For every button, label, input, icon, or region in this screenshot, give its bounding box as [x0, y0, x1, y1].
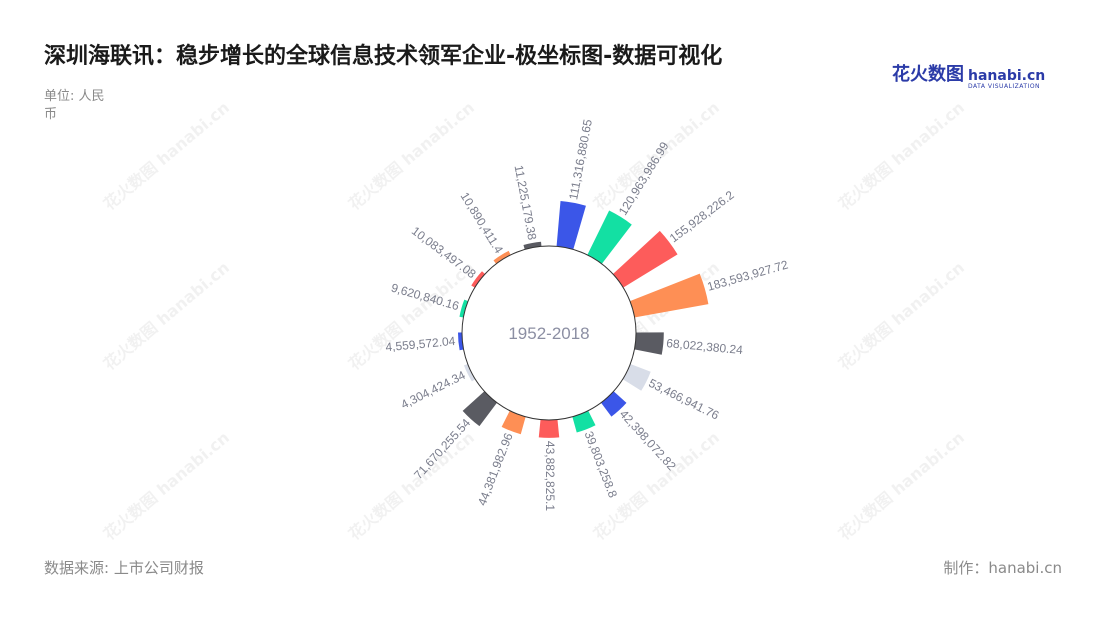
watermark-0: 花火数图 hanabi.cn: [100, 98, 233, 214]
bar-15: [493, 250, 511, 264]
data-source: 数据来源: 上市公司财报: [44, 559, 204, 577]
value-label-5: 53,466,941.76: [646, 376, 721, 423]
unit-label: 单位: 人民币: [44, 89, 105, 122]
bar-14: [471, 271, 486, 288]
bar-8: [538, 419, 560, 438]
logo-subtitle: DATA VISUALIZATION: [968, 83, 1041, 90]
value-label-12: 4,559,572.04: [385, 334, 456, 354]
bar-5: [622, 363, 651, 391]
brand-logo: 花火数图 hanabi.cn DATA VISUALIZATION: [892, 60, 1046, 90]
maker-credit: 制作：hanabi.cn: [943, 559, 1062, 577]
watermark-9: 花火数图 hanabi.cn: [345, 428, 478, 544]
value-label-2: 155,928,226.2: [667, 188, 737, 246]
bar-4: [634, 332, 664, 355]
watermark-8: 花火数图 hanabi.cn: [100, 428, 233, 544]
bar-3: [629, 273, 709, 318]
value-label-6: 42,398,072.82: [617, 407, 679, 473]
chart-title: 深圳海联讯：稳步增长的全球信息技术领军企业-极坐标图-数据可视化: [44, 44, 723, 69]
center-label: 1952-2018: [508, 324, 589, 343]
watermark-4: 花火数图 hanabi.cn: [100, 258, 233, 374]
value-label-8: 43,882,825.1: [543, 441, 557, 511]
bar-13: [459, 299, 469, 318]
value-label-14: 10,083,497.08: [409, 224, 479, 282]
bar-11: [463, 363, 476, 382]
value-label-9: 44,381,982.96: [475, 431, 516, 508]
bar-16: [523, 241, 542, 250]
value-label-7: 39,803,258.8: [582, 429, 620, 500]
watermark-7: 花火数图 hanabi.cn: [835, 258, 968, 374]
watermark-3: 花火数图 hanabi.cn: [835, 98, 968, 214]
value-label-16: 11,225,179.38: [512, 164, 540, 241]
logo-text-cn: 花火数图: [892, 64, 964, 85]
bars-layer: [457, 201, 709, 438]
bar-0: [556, 201, 586, 250]
center-circle: [461, 245, 637, 421]
watermark-11: 花火数图 hanabi.cn: [835, 428, 968, 544]
value-label-11: 4,304,424.34: [399, 368, 468, 412]
watermark-5: 花火数图 hanabi.cn: [345, 258, 478, 374]
value-label-0: 111,316,880.65: [566, 118, 595, 201]
bar-2: [612, 230, 678, 288]
bar-9: [501, 410, 526, 435]
logo-text-en: hanabi.cn: [968, 68, 1046, 84]
bar-10: [462, 391, 497, 427]
value-label-15: 10,890,411.4: [458, 190, 506, 256]
bar-12: [457, 332, 464, 351]
value-label-4: 68,022,380.24: [666, 336, 744, 357]
bar-1: [587, 210, 632, 264]
bar-7: [572, 410, 596, 433]
